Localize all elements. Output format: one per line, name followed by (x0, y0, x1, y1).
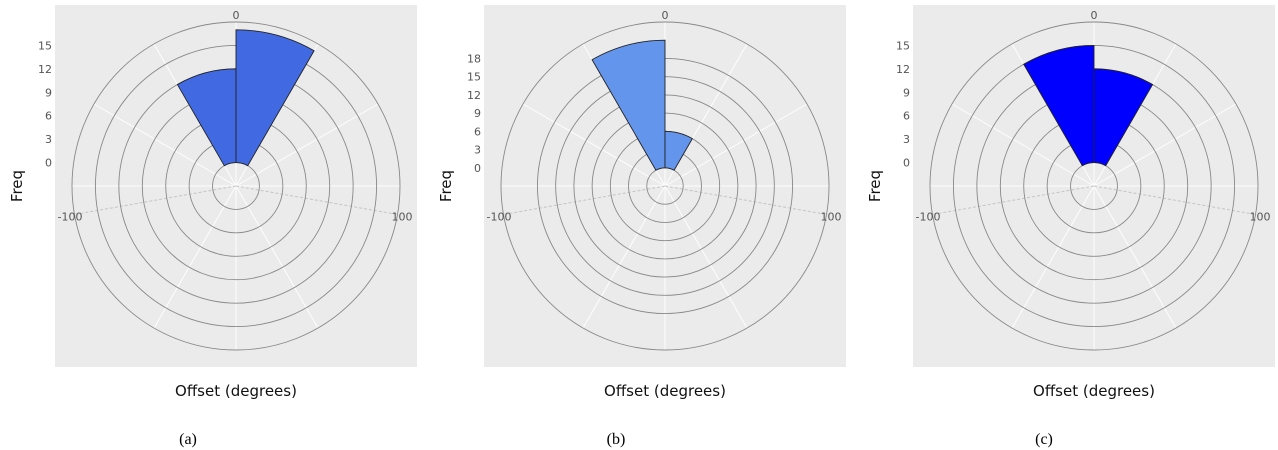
angle-tick-label: -100 (487, 210, 512, 223)
radial-tick-label: 12 (38, 63, 52, 76)
angle-tick-label: 0 (662, 9, 669, 22)
angle-tick-label: 100 (392, 210, 413, 223)
radial-tick-label: 9 (903, 86, 910, 99)
radial-tick-label: 9 (45, 86, 52, 99)
radial-tick-label: 3 (45, 133, 52, 146)
angular-gridline (951, 103, 1095, 187)
subfigure-caption: (a) (179, 431, 197, 448)
theta-tick-line (664, 185, 827, 215)
y-axis-label: Freq (437, 170, 455, 202)
radial-tick-label: 18 (467, 52, 481, 65)
angular-gridline (153, 185, 237, 329)
angular-gridline (664, 185, 748, 329)
radial-gridline (929, 21, 1259, 351)
angle-tick-label: 0 (1091, 9, 1098, 22)
bar-bin-1 (176, 68, 237, 167)
angle-tick-label: 100 (1250, 210, 1271, 223)
angular-gridline (93, 103, 237, 187)
angle-tick-label: -100 (916, 210, 941, 223)
radial-tick-label: 15 (467, 71, 481, 84)
radial-gridline (500, 21, 830, 351)
chart-panel-3: 0 3 6 9 12 15 0 100 -100 Freq Offset (degrees) (c) (866, 5, 1275, 448)
angular-gridline (235, 103, 379, 187)
radial-tick-label: 15 (38, 39, 52, 52)
y-axis-label: Freq (866, 170, 884, 202)
angular-gridline (235, 185, 319, 329)
angular-gridline (582, 185, 666, 329)
bar-bin-2 (235, 29, 315, 167)
radial-tick-label: 12 (896, 63, 910, 76)
theta-tick-line (235, 185, 398, 215)
radial-tick-label: 0 (45, 157, 52, 170)
radial-tick-label: 3 (903, 133, 910, 146)
subfigure-caption: (c) (1035, 431, 1053, 448)
radial-gridline (71, 21, 401, 351)
y-axis-label: Freq (8, 170, 26, 202)
radial-tick-label: 3 (474, 144, 481, 157)
radial-tick-label: 12 (467, 89, 481, 102)
theta-tick-line (932, 185, 1095, 215)
angle-tick-label: -100 (58, 210, 83, 223)
angular-gridline (1093, 103, 1237, 187)
chart-panel-2: 0 3 6 9 12 15 18 0 100 -100 Freq Offset (degrees) (b… (437, 5, 846, 448)
x-axis-label: Offset (degrees) (1033, 382, 1155, 400)
x-axis-label: Offset (degrees) (175, 382, 297, 400)
radial-tick-label: 0 (903, 157, 910, 170)
bar-bin-1 (1023, 44, 1095, 167)
x-axis-label: Offset (degrees) (604, 382, 726, 400)
bar-bin-2 (1093, 68, 1154, 167)
theta-tick-line (503, 185, 666, 215)
angular-gridline (522, 103, 666, 187)
subfigure-caption: (b) (607, 431, 626, 448)
radial-tick-label: 6 (474, 125, 481, 138)
angle-tick-label: 100 (821, 210, 842, 223)
radial-tick-label: 0 (474, 162, 481, 175)
angular-gridline (664, 103, 808, 187)
radial-tick-label: 9 (474, 107, 481, 120)
radial-tick-label: 6 (903, 110, 910, 123)
angular-gridline (1093, 185, 1177, 329)
angle-tick-label: 0 (233, 9, 240, 22)
bar-bin-2 (664, 130, 693, 171)
radial-tick-label: 15 (896, 39, 910, 52)
radial-tick-label: 6 (45, 110, 52, 123)
angular-gridline (1011, 185, 1095, 329)
theta-tick-line (1093, 185, 1256, 215)
bar-bin-1 (591, 39, 666, 171)
theta-tick-line (74, 185, 237, 215)
chart-panel-1: 0 3 6 9 12 15 0 100 -100 Freq Offset (degrees) (a) (8, 5, 417, 448)
